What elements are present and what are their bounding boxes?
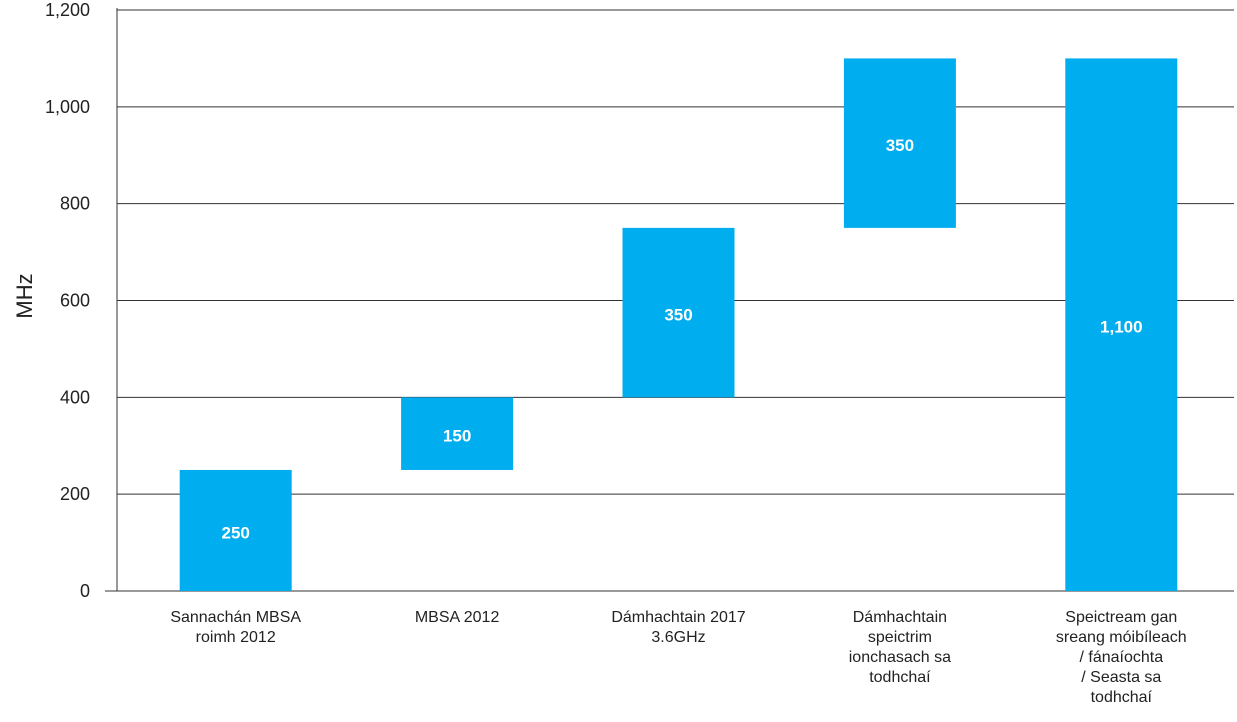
x-category-label: ionchasach sa <box>849 649 951 666</box>
y-tick-label: 1,000 <box>45 97 90 117</box>
x-category-label: roimh 2012 <box>196 629 276 646</box>
bar <box>843 58 956 228</box>
bar <box>401 397 514 470</box>
bar-value-label: 150 <box>443 427 471 446</box>
x-category-label: Sannachán MBSA <box>170 609 301 626</box>
x-category-label: sreang móibíleach <box>1056 629 1187 646</box>
bar-value-label: 250 <box>222 523 250 542</box>
y-tick-label: 400 <box>60 387 90 407</box>
bar <box>1065 58 1178 591</box>
y-tick-label: 200 <box>60 484 90 504</box>
y-tick-label: 0 <box>80 581 90 601</box>
y-tick-label: 800 <box>60 194 90 214</box>
x-category-label: Speictream gan <box>1065 609 1177 626</box>
x-category-label: Dámhachtain 2017 <box>611 609 745 626</box>
y-tick-label: 1,200 <box>45 0 90 20</box>
y-tick-label: 600 <box>60 291 90 311</box>
x-category-label: / Seasta sa <box>1081 669 1161 686</box>
x-category-label: / fánaíochta <box>1079 649 1163 666</box>
labels: 0 200 400 600 800 1,000 1,200 250 Sannachán MBSA… <box>45 0 1187 706</box>
x-category-label: MBSA 2012 <box>415 609 500 626</box>
bar-value-label: 1,100 <box>1100 318 1143 337</box>
y-axis-title: MHz <box>12 273 37 318</box>
x-category-label: todhchaí <box>869 669 931 686</box>
bar-value-label: 350 <box>664 306 692 325</box>
bar <box>179 469 292 591</box>
x-category-label: speictrim <box>868 629 932 646</box>
bar <box>622 227 735 398</box>
x-category-label: todhchaí <box>1091 689 1153 706</box>
x-category-label: 3.6GHz <box>651 629 705 646</box>
bars <box>179 58 1178 591</box>
x-category-label: Dámhachtain <box>853 609 947 626</box>
axes <box>105 8 1234 592</box>
bar-value-label: 350 <box>886 136 914 155</box>
